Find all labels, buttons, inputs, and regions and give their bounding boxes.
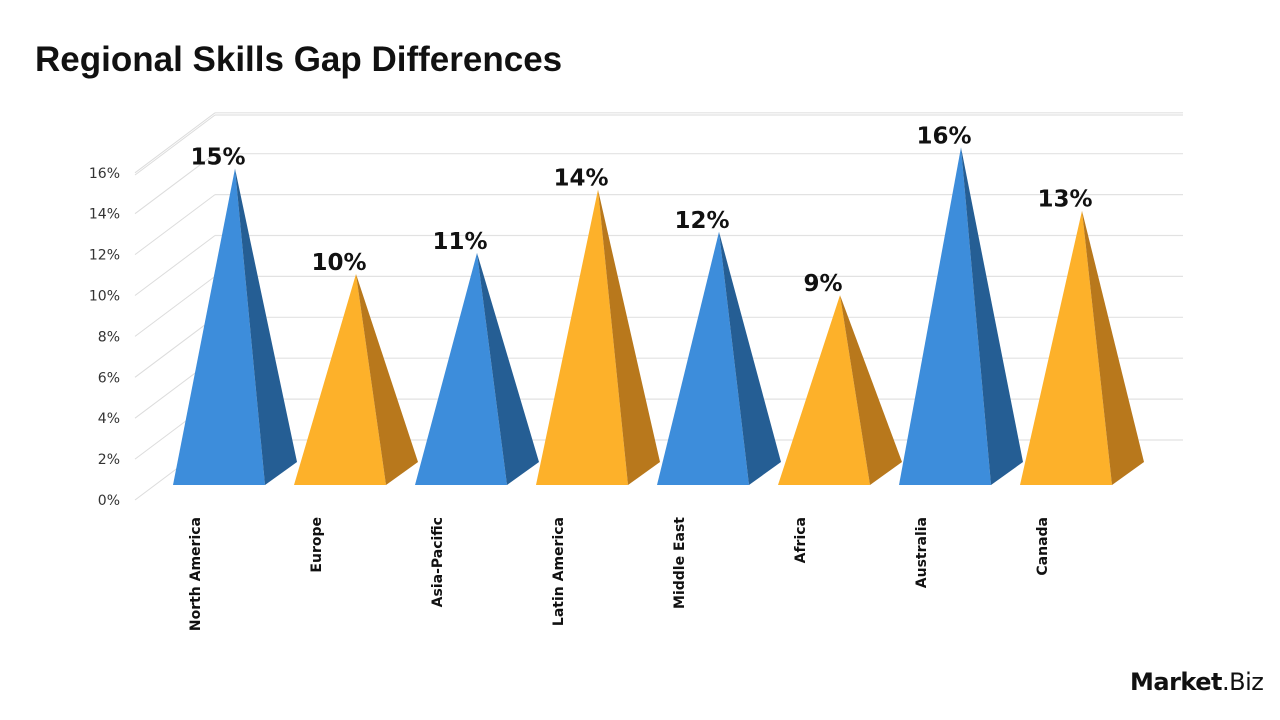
pyramid-front-face [415, 252, 507, 485]
y-tick-label: 4% [98, 411, 120, 427]
gridline-diagonal [134, 235, 216, 296]
data-label: 9% [803, 271, 842, 297]
gridline-diagonal [134, 153, 216, 215]
data-label: 15% [190, 145, 245, 171]
gridline-diagonal [134, 112, 216, 174]
x-category-label: Canada [1035, 517, 1051, 576]
y-tick-label: 16% [89, 166, 120, 182]
logo-bold-text: Market [1130, 668, 1222, 696]
pyramid-side-face [235, 168, 297, 485]
pyramid-side-face [598, 189, 660, 485]
data-label: 11% [432, 229, 487, 255]
y-tick-label: 0% [98, 493, 120, 509]
pyramid-front-face [173, 168, 265, 485]
logo-regular-text: .Biz [1221, 668, 1264, 696]
gridline-diagonal [134, 275, 216, 337]
y-tick-label: 12% [89, 248, 120, 264]
y-tick-label: 14% [89, 207, 120, 223]
pyramid-side-face [840, 295, 902, 485]
pyramid-side-face [961, 147, 1023, 485]
x-category-label: Europe [309, 517, 325, 573]
pyramid-front-face [899, 147, 991, 485]
x-category-label: Australia [914, 517, 930, 588]
x-category-label: North America [188, 517, 204, 631]
pyramid-side-face [477, 252, 539, 485]
pyramid-front-face [1020, 210, 1112, 485]
data-label: 14% [553, 166, 608, 192]
pyramid-front-face [536, 189, 628, 485]
x-category-label: Latin America [551, 517, 567, 626]
x-category-label: Middle East [672, 517, 688, 609]
y-tick-label: 10% [89, 289, 120, 305]
x-category-label: Africa [793, 517, 809, 563]
data-label: 16% [916, 123, 971, 149]
gridline-diagonal [134, 114, 216, 176]
data-label: 13% [1037, 187, 1092, 213]
chart-title: Regional Skills Gap Differences [35, 40, 563, 79]
pyramid-front-face [657, 231, 749, 485]
pyramid-side-face [1082, 210, 1144, 485]
gridline-diagonal [134, 316, 216, 378]
data-label: 10% [311, 250, 366, 276]
marketbiz-logo: Market.Biz [1130, 668, 1264, 696]
x-category-label: Asia-Pacific [430, 517, 446, 607]
pyramid-side-face [719, 231, 781, 485]
y-tick-label: 8% [98, 329, 120, 345]
pyramid-side-face [356, 274, 418, 485]
y-tick-label: 6% [98, 370, 120, 386]
y-tick-label: 2% [98, 452, 120, 468]
gridline-diagonal [134, 194, 216, 256]
pyramid-front-face [294, 274, 386, 485]
data-label: 12% [674, 208, 729, 234]
pyramid-front-face [778, 295, 870, 485]
